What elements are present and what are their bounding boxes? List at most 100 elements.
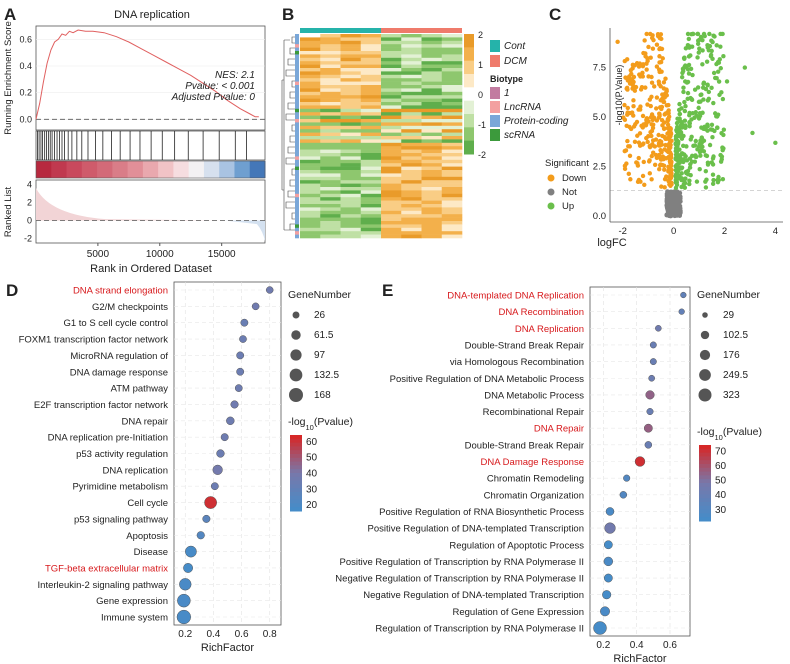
panel-b-heatmap-cell xyxy=(421,129,443,133)
panel-b-heatmap-cell xyxy=(401,190,422,195)
panel-b-heatmap-cell xyxy=(381,108,402,113)
bubble-point xyxy=(226,416,235,426)
panel-x-tick-label: 0.8 xyxy=(263,629,277,640)
panel-b-biotype-label: Protein-coding xyxy=(504,116,569,127)
panel-b-heatmap-cell xyxy=(300,91,321,96)
panel-c-point xyxy=(679,177,684,183)
panel-c-point xyxy=(640,113,646,119)
panel-b-heatmap-cell xyxy=(360,217,382,222)
panel-b-heatmap-cell xyxy=(421,204,443,208)
panel-b-heatmap-cell xyxy=(381,74,402,79)
panel-b-heatmap-cell xyxy=(381,204,402,208)
panel-c-point xyxy=(642,38,647,43)
panel-letter-b: B xyxy=(282,5,294,24)
panel-b-heatmap-cell xyxy=(300,37,321,42)
panel-b-heatmap-cell xyxy=(401,40,422,45)
panel-c-point xyxy=(637,72,642,77)
panel-b-heatmap-cell xyxy=(320,74,341,79)
panel-b-heatmap-cell xyxy=(360,166,382,171)
panel-b-heatmap-cell xyxy=(340,156,362,161)
panel-c-point xyxy=(668,145,673,150)
panel-c-point xyxy=(700,48,705,53)
panel-b-heatmap-cell xyxy=(320,78,341,82)
panel-b-heatmap-cell xyxy=(441,190,463,195)
panel-c-point xyxy=(681,152,687,157)
panel-c-point xyxy=(666,178,671,184)
panel-b-heatmap-cell xyxy=(381,44,402,48)
panel-b-heatmap-cell xyxy=(421,108,443,113)
panel-b-biotype-cell xyxy=(295,34,299,38)
panel-b-heatmap-cell xyxy=(320,61,341,65)
color-legend-tick-label: 30 xyxy=(715,505,727,516)
panel-b-heatmap-cell xyxy=(300,40,321,45)
panel-b-heatmap-cell xyxy=(421,190,443,195)
panel-b-heatmap-cell xyxy=(300,193,321,198)
panel-c-point-outlier xyxy=(750,130,755,136)
panel-b-heatmap-cell xyxy=(340,207,362,212)
panel-b-heatmap-cell xyxy=(421,132,443,137)
panel-b-heatmap-cell xyxy=(421,180,443,184)
panel-c-point xyxy=(677,101,682,107)
panel-b-biotype-label: scRNA xyxy=(504,130,535,141)
panel-b-scale-cell xyxy=(464,74,474,88)
bubble-point xyxy=(177,593,191,608)
panel-b-heatmap-cell xyxy=(401,125,422,130)
panel-b-heatmap-cell xyxy=(340,132,362,137)
panel-b-heatmap-cell xyxy=(381,78,402,82)
panel-b-biotype-cell xyxy=(295,119,299,123)
panel-b-heatmap-cell xyxy=(421,119,443,123)
panel-b-heatmap-cell xyxy=(360,91,382,96)
panel-b-heatmap-cell xyxy=(441,51,463,55)
panel-c-point xyxy=(682,185,688,190)
panel-a-rank-tick-label: 4 xyxy=(27,180,32,190)
panel-b-heatmap-cell xyxy=(441,115,463,120)
panel-c-point-outlier xyxy=(648,55,653,60)
panel-c-point xyxy=(657,167,662,172)
panel-b-heatmap-cell xyxy=(360,207,382,212)
panel-b-heatmap-cell xyxy=(360,204,382,208)
bubble-point xyxy=(236,351,245,360)
panel-b-biotype-cell xyxy=(295,180,299,184)
panel-c-point xyxy=(657,69,662,75)
panel-b-heatmap-cell xyxy=(421,173,443,178)
panel-c-point xyxy=(687,124,692,129)
panel-b-legend-group-label: DCM xyxy=(504,56,527,67)
panel-b-heatmap-cell xyxy=(421,64,443,69)
panel-c-point xyxy=(664,88,669,94)
panel-b-heatmap-cell xyxy=(381,68,402,72)
panel-b-legend-swatch xyxy=(490,40,500,52)
panel-c-point xyxy=(632,139,638,145)
panel-b-heatmap-cell xyxy=(300,51,321,55)
panel-b-heatmap-cell xyxy=(401,47,422,52)
panel-c-point xyxy=(658,162,663,167)
color-legend-cell xyxy=(290,450,302,455)
size-legend-dot xyxy=(290,349,302,361)
panel-b-heatmap-cell xyxy=(300,88,321,93)
panel-b-heatmap-cell xyxy=(441,227,463,232)
panel-c-point xyxy=(679,74,685,80)
panel-c-point xyxy=(657,35,663,41)
color-legend-cell xyxy=(699,509,711,514)
panel-a-rank-colorbar-cell xyxy=(203,161,220,178)
panel-b-biotype-cell xyxy=(295,207,299,212)
panel-b-heatmap-cell xyxy=(421,170,443,174)
color-legend-cell xyxy=(699,483,711,488)
panel-b-heatmap-cell xyxy=(381,81,402,86)
panel-b-heatmap-cell xyxy=(300,74,321,79)
panel-b-heatmap-cell xyxy=(401,146,422,150)
panel-letter-a: A xyxy=(4,5,16,24)
panel-b-heatmap-cell xyxy=(401,102,422,106)
panel-b-scale-cell xyxy=(464,127,474,142)
panel-b-heatmap-cell xyxy=(340,142,362,147)
panel-b-heatmap-cell xyxy=(381,51,402,55)
panel-b-heatmap-cell xyxy=(381,142,402,147)
panel-b-heatmap-cell xyxy=(340,180,362,184)
bubble-point xyxy=(240,318,249,327)
panel-c-point xyxy=(715,125,720,131)
panel-c-point xyxy=(696,99,702,105)
panel-b-heatmap-cell xyxy=(340,71,362,76)
panel-b-heatmap-cell xyxy=(340,112,362,116)
panel-b-heatmap-cell xyxy=(381,85,402,89)
panel-b-heatmap-cell xyxy=(441,129,463,133)
panel-b-heatmap-cell xyxy=(401,200,422,205)
